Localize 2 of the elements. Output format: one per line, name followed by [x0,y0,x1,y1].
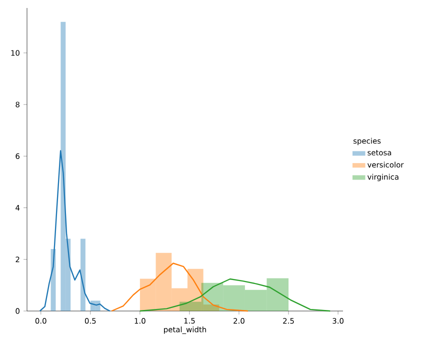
line-series [39,150,111,312]
line-series [139,278,331,312]
